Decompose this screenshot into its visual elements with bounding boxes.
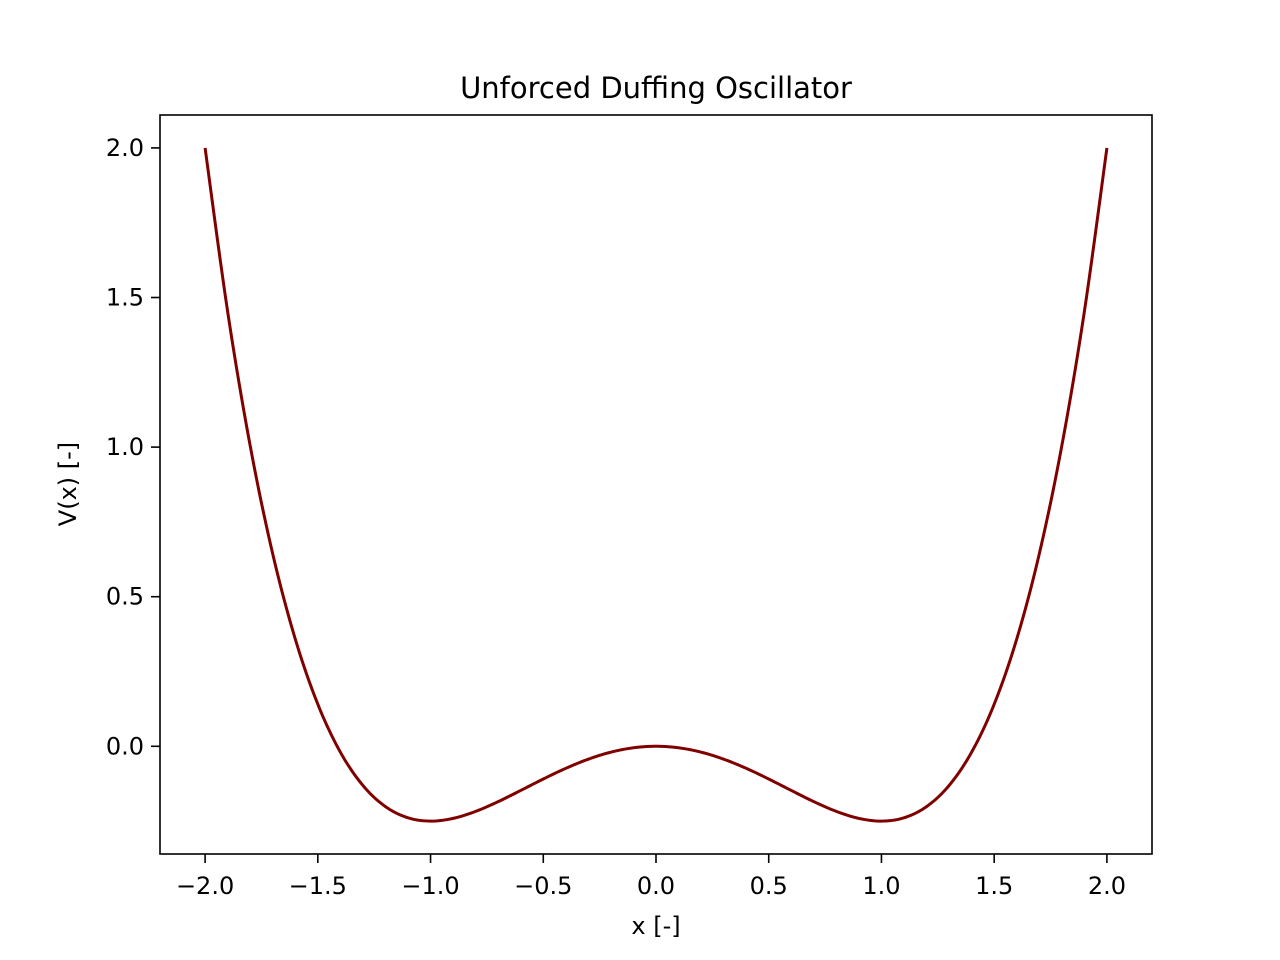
x-axis-label: x [-] [631,912,680,940]
y-tick-label: 0.0 [106,732,144,760]
x-tick-label: −1.5 [289,872,347,900]
x-tick-label: 0.5 [750,872,788,900]
chart-title: Unforced Duffing Oscillator [460,71,852,105]
y-tick-label: 1.5 [106,284,144,312]
y-axis: 0.0 0.5 1.0 1.5 2.0 [106,134,160,760]
x-tick-label: −2.0 [176,872,234,900]
x-tick-label: −1.0 [401,872,459,900]
y-tick-label: 2.0 [106,134,144,162]
x-axis: −2.0 −1.5 −1.0 −0.5 0.0 0.5 1.0 1.5 2.0 [176,854,1126,900]
y-tick-label: 1.0 [106,433,144,461]
x-tick-label: 0.0 [637,872,675,900]
x-tick-label: 1.5 [975,872,1013,900]
x-tick-label: −0.5 [514,872,572,900]
series-line [203,147,1109,823]
plot-frame [159,114,1153,855]
x-tick-label: 2.0 [1088,872,1126,900]
y-axis-label: V(x) [-] [54,442,82,526]
x-tick-label: 1.0 [862,872,900,900]
y-tick-label: 0.5 [106,583,144,611]
